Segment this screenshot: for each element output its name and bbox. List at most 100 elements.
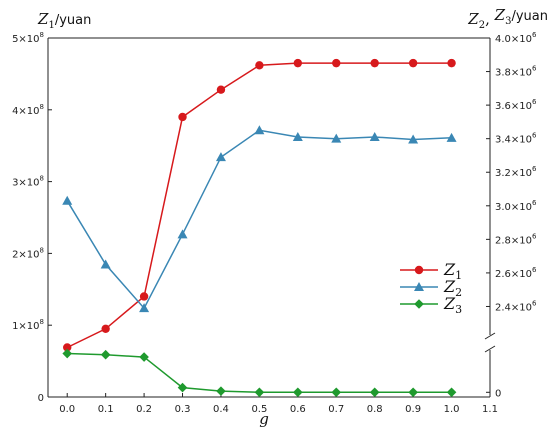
y-left-tick-mantissa: 3×10 xyxy=(12,178,39,189)
y-left-tick-label: 4×108 xyxy=(12,103,44,117)
axis-break-mark-upper xyxy=(484,332,496,340)
y-right-tick-mantissa: 3.2×10 xyxy=(495,168,532,179)
series-point-z2 xyxy=(177,229,188,239)
x-tick-label: 0.5 xyxy=(251,404,267,415)
x-tick-label: 0.7 xyxy=(328,404,344,415)
x-tick-label: 0.6 xyxy=(290,404,306,415)
y-right-tick-mantissa: 2.8×10 xyxy=(495,235,532,246)
x-tick-label: 0.2 xyxy=(136,404,152,415)
y-right-tick-exponent: 6 xyxy=(532,31,537,39)
y-left-tick-mantissa: 2×10 xyxy=(12,249,39,260)
legend-symbol: Z xyxy=(443,277,456,296)
y-right-tick-label: 3.6×106 xyxy=(495,98,537,112)
x-tick-label: 0.3 xyxy=(175,404,191,415)
legend-marker-z1 xyxy=(414,265,424,275)
series-point-z2 xyxy=(408,134,419,144)
series-point-z3 xyxy=(62,348,73,359)
x-tick-label: 0.8 xyxy=(367,404,383,415)
y-right-tick-mantissa: 2.4×10 xyxy=(495,302,532,313)
x-tick-label: 0.9 xyxy=(405,404,421,415)
y-left-tick-label: 1×108 xyxy=(12,318,44,332)
y-right-tick-label: 4.0×106 xyxy=(495,31,537,45)
y-left-tick-mantissa: 4×10 xyxy=(12,106,39,117)
y-left-tick-label: 3×108 xyxy=(12,175,44,189)
series-point-z1 xyxy=(139,292,149,301)
y-left-tick-label: 5×108 xyxy=(12,31,44,45)
series-point-z2 xyxy=(292,132,303,141)
series-point-z3 xyxy=(100,349,111,360)
legend-label-z3: Z3 xyxy=(443,294,462,316)
y-left-tick-exponent: 8 xyxy=(40,103,44,111)
y-right-title-symbol: Z xyxy=(494,6,506,24)
y-left-tick-label: 2×108 xyxy=(12,246,44,260)
legend-subscript: 2 xyxy=(455,286,462,299)
series-line-z2 xyxy=(66,129,452,310)
legend-subscript: 1 xyxy=(455,269,462,282)
series-point-z3 xyxy=(139,352,149,362)
y-right-tick-label: 3.4×106 xyxy=(495,132,537,146)
y-right-tick-exponent: 6 xyxy=(532,232,537,240)
series-point-z1 xyxy=(101,324,110,333)
series-point-z3 xyxy=(293,387,303,398)
x-axis-title: g xyxy=(259,410,269,428)
y-right-title-separator: , xyxy=(485,10,495,28)
axis-break-mark-lower xyxy=(484,345,496,353)
series-point-z3 xyxy=(216,386,226,396)
x-tick-label: 1.1 xyxy=(482,404,498,415)
series-point-z2 xyxy=(254,125,265,135)
series-point-z3 xyxy=(254,387,265,398)
series-point-z1 xyxy=(293,58,303,68)
legend-subscript: 3 xyxy=(455,303,462,316)
y-right-tick-mantissa: 3.8×10 xyxy=(495,68,532,79)
y-left-tick-exponent: 8 xyxy=(40,246,44,254)
y-left-tick-mantissa: 1×10 xyxy=(12,321,39,332)
legend-label-z1: Z1 xyxy=(443,260,462,282)
y-right-tick-label: 2.4×106 xyxy=(495,299,537,313)
series-point-z3 xyxy=(177,382,188,393)
series-point-z1 xyxy=(370,58,379,68)
y-right-tick-mantissa: 2.6×10 xyxy=(495,269,532,280)
y-right-tick-label: 2.8×106 xyxy=(495,232,537,246)
y-right-tick-mantissa: 3.6×10 xyxy=(495,101,532,112)
y-right-tick-exponent: 6 xyxy=(532,266,537,274)
series-line-z3 xyxy=(67,352,452,394)
series-point-z1 xyxy=(63,343,72,352)
legend-label-z2: Z2 xyxy=(443,277,462,299)
y-left-title-subscript: 1 xyxy=(48,20,54,31)
y-right-title-unit: /yuan xyxy=(511,9,548,24)
series-point-z1 xyxy=(255,61,264,70)
x-tick-label: 0.1 xyxy=(98,404,114,415)
series-point-z2 xyxy=(331,133,342,143)
y-left-tick-exponent: 8 xyxy=(40,175,44,183)
series-point-z1 xyxy=(408,58,418,68)
y-right-title-symbol: Z xyxy=(467,10,479,28)
y-left-tick-label: 0 xyxy=(38,393,44,404)
y-right-tick-exponent: 6 xyxy=(532,199,537,207)
series-point-z1 xyxy=(178,112,187,122)
y-right-axis-title: Z2, Z3/yuan xyxy=(467,6,548,31)
x-tick-label: 1.0 xyxy=(444,404,460,415)
y-right-title-subscript: 3 xyxy=(505,16,511,27)
y-right-title-subscript: 2 xyxy=(479,20,485,31)
series-point-z2 xyxy=(62,195,73,205)
legend-symbol: Z xyxy=(443,294,456,313)
x-tick-label: 0.0 xyxy=(59,404,75,415)
series-point-z2 xyxy=(100,259,111,269)
y-left-axis-title: Z1/yuan xyxy=(37,10,91,31)
y-right-tick-mantissa: 3.4×10 xyxy=(495,135,532,146)
y-right-tick-label: 3.8×106 xyxy=(495,65,537,79)
y-right-tick-label: 3.0×106 xyxy=(495,199,537,213)
legend-symbol: Z xyxy=(443,260,456,279)
series-point-z3 xyxy=(446,387,457,398)
y-right-tick-exponent: 6 xyxy=(532,98,537,106)
y-left-tick-exponent: 8 xyxy=(40,31,44,39)
y-right-tick-label: 0 xyxy=(495,388,501,399)
series-point-z1 xyxy=(216,85,226,94)
y-left-tick-mantissa: 0 xyxy=(38,393,44,404)
legend-marker-z3 xyxy=(414,299,424,309)
x-tick-label: 0.4 xyxy=(213,404,229,415)
series-point-z3 xyxy=(331,387,342,398)
y-left-title-symbol: Z xyxy=(37,10,49,28)
